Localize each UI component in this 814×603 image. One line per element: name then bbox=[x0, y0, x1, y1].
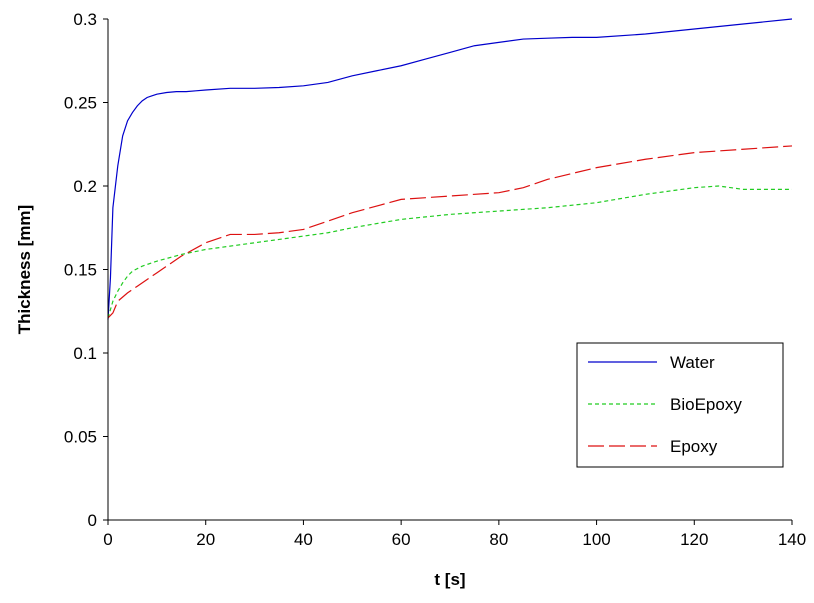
x-tick-label: 0 bbox=[103, 530, 112, 549]
x-tick-label: 20 bbox=[196, 530, 215, 549]
series-line-bioepoxy bbox=[108, 186, 792, 318]
y-tick-label: 0.3 bbox=[73, 10, 97, 29]
x-axis-title: t [s] bbox=[434, 570, 465, 589]
x-tick-label: 60 bbox=[392, 530, 411, 549]
y-axis-title: Thickness [mm] bbox=[15, 205, 34, 334]
series-line-epoxy bbox=[108, 146, 792, 318]
x-tick-label: 100 bbox=[582, 530, 610, 549]
series-line-water bbox=[108, 19, 792, 320]
legend-label-water: Water bbox=[670, 353, 715, 372]
x-axis-ticks: 0 20 40 60 80 100 120 140 bbox=[103, 520, 806, 549]
legend-label-epoxy: Epoxy bbox=[670, 437, 718, 456]
legend-label-bioepoxy: BioEpoxy bbox=[670, 395, 742, 414]
y-tick-label: 0.1 bbox=[73, 344, 97, 363]
legend: Water BioEpoxy Epoxy bbox=[577, 343, 783, 467]
x-tick-label: 40 bbox=[294, 530, 313, 549]
x-tick-label: 140 bbox=[778, 530, 806, 549]
y-tick-label: 0.05 bbox=[64, 428, 97, 447]
x-tick-label: 80 bbox=[489, 530, 508, 549]
y-axis-ticks: 0 0.05 0.1 0.15 0.2 0.25 0.3 bbox=[64, 10, 108, 530]
y-tick-label: 0.2 bbox=[73, 177, 97, 196]
y-tick-label: 0.25 bbox=[64, 94, 97, 113]
y-tick-label: 0.15 bbox=[64, 261, 97, 280]
plot-area bbox=[108, 19, 792, 320]
x-tick-label: 120 bbox=[680, 530, 708, 549]
y-tick-label: 0 bbox=[88, 511, 97, 530]
